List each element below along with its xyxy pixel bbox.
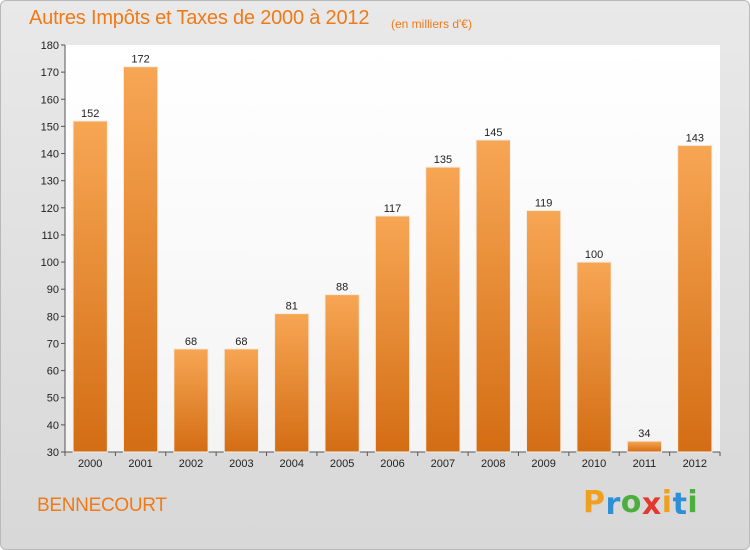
bar bbox=[677, 144, 713, 453]
y-tick-label: 160 bbox=[41, 94, 59, 106]
x-tick-label: 2008 bbox=[481, 458, 505, 470]
data-label: 34 bbox=[638, 428, 650, 440]
bar bbox=[223, 348, 259, 453]
data-label: 68 bbox=[235, 336, 247, 348]
data-label: 152 bbox=[81, 108, 99, 120]
data-label: 143 bbox=[686, 132, 704, 144]
data-label: 88 bbox=[336, 282, 348, 294]
x-tick-label: 2002 bbox=[179, 458, 203, 470]
y-tick-label: 130 bbox=[41, 176, 59, 188]
y-axis: 30 40 50 60 70 80 90 100 110 120 130 140 150 160 170 18… bbox=[41, 40, 66, 459]
x-tick-label: 2010 bbox=[582, 458, 606, 470]
bar bbox=[526, 210, 562, 453]
bars bbox=[72, 66, 713, 453]
x-tick-label: 2011 bbox=[633, 458, 657, 470]
data-label: 68 bbox=[185, 336, 197, 348]
y-tick-label: 70 bbox=[47, 338, 59, 350]
x-tick-label: 2000 bbox=[78, 458, 102, 470]
bar bbox=[72, 120, 108, 453]
data-label: 172 bbox=[131, 54, 149, 66]
data-label: 135 bbox=[434, 154, 452, 166]
x-tick-label: 2003 bbox=[229, 458, 253, 470]
data-label: 119 bbox=[535, 198, 553, 210]
y-tick-label: 120 bbox=[41, 203, 59, 215]
x-tick-label: 2001 bbox=[128, 458, 152, 470]
data-label: 81 bbox=[286, 301, 298, 313]
bar bbox=[374, 215, 411, 453]
x-tick-label: 2007 bbox=[431, 458, 455, 470]
x-tick-label: 2012 bbox=[683, 458, 707, 470]
bar bbox=[274, 313, 310, 453]
bar bbox=[626, 440, 663, 453]
y-tick-label: 170 bbox=[41, 67, 59, 79]
y-tick-label: 140 bbox=[41, 149, 59, 161]
logo-letter: P bbox=[583, 485, 606, 520]
y-tick-label: 90 bbox=[47, 284, 59, 296]
bar bbox=[425, 166, 461, 453]
commune-name: BENNECOURT bbox=[37, 495, 167, 516]
y-tick-label: 30 bbox=[47, 447, 59, 459]
bar bbox=[173, 348, 209, 453]
y-tick-label: 80 bbox=[47, 311, 59, 323]
x-tick-label: 2006 bbox=[380, 458, 404, 470]
x-axis: 2000 2001 2002 2003 2004 2005 2006 2007 2008 2009… bbox=[64, 451, 721, 470]
logo-letter: x bbox=[641, 487, 662, 522]
x-tick-label: 2005 bbox=[330, 458, 354, 470]
logo-letter: i bbox=[687, 485, 699, 520]
data-labels: 152 172 68 68 81 88 117 135 145 119 100 34 143 bbox=[81, 54, 704, 440]
logo-letter: t bbox=[672, 487, 688, 522]
data-label: 100 bbox=[585, 249, 603, 261]
bar bbox=[576, 261, 612, 453]
proxiti-logo: Proxiti bbox=[583, 485, 699, 522]
bar bbox=[475, 139, 511, 453]
logo-letter: i bbox=[661, 485, 673, 520]
y-tick-label: 40 bbox=[47, 420, 59, 432]
data-label: 117 bbox=[384, 203, 402, 215]
bar bbox=[122, 66, 159, 453]
data-label: 145 bbox=[484, 127, 502, 139]
logo-letter: o bbox=[620, 485, 642, 520]
bar bbox=[324, 294, 360, 453]
y-tick-label: 50 bbox=[47, 393, 59, 405]
x-tick-label: 2009 bbox=[531, 458, 555, 470]
chart-subtitle: (en milliers d'€) bbox=[391, 17, 472, 31]
y-tick-label: 110 bbox=[41, 230, 59, 242]
y-tick-label: 60 bbox=[47, 366, 59, 378]
logo-letter: r bbox=[605, 487, 621, 522]
y-tick-label: 180 bbox=[41, 40, 59, 52]
y-tick-label: 150 bbox=[41, 121, 59, 133]
y-tick-label: 100 bbox=[41, 257, 59, 269]
chart-title: Autres Impôts et Taxes de 2000 à 2012 bbox=[29, 7, 370, 29]
x-tick-label: 2004 bbox=[279, 458, 303, 470]
